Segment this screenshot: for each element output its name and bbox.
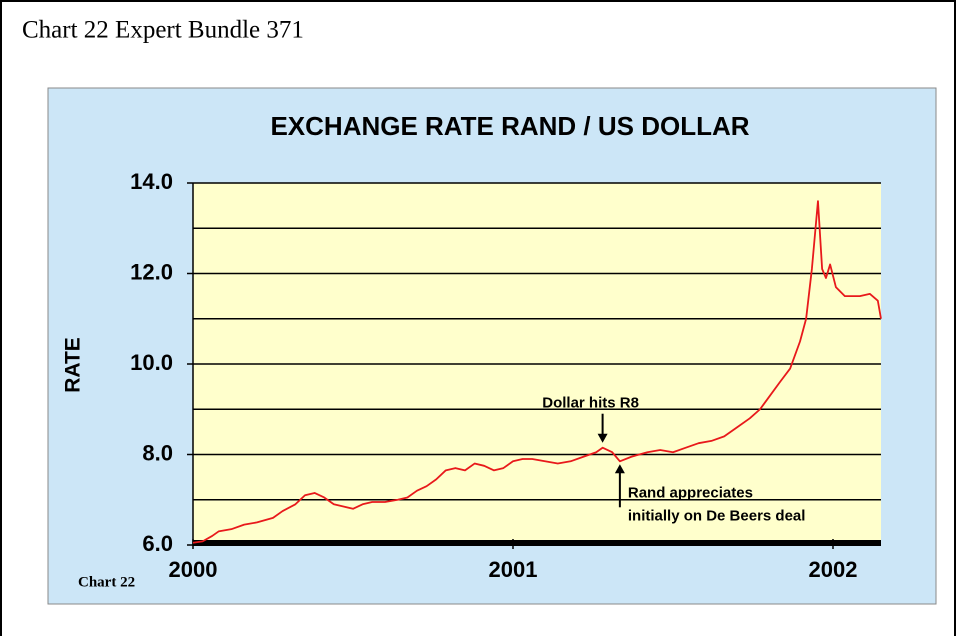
y-tick-label: 8.0 — [142, 440, 173, 465]
y-tick-label: 10.0 — [130, 350, 173, 375]
annotation: Dollar hits R8 — [542, 395, 639, 412]
data-line — [192, 200, 882, 544]
header: Chart 22 Expert Bundle 371 — [22, 17, 304, 44]
annotation: initially on De Beers deal — [628, 507, 806, 524]
y-tick-label: 14.0 — [130, 169, 173, 194]
y-tick-label: 12.0 — [130, 259, 173, 284]
footer: Chart 22 — [78, 574, 135, 590]
annotation-arrowhead — [597, 433, 608, 443]
y-tick-label: 6.0 — [142, 531, 173, 556]
plot: 6.0 8.0 10.0 12.0 14.0 2000 2001 2002 Dollar hit… — [130, 169, 882, 582]
annotation-arrowhead — [614, 464, 625, 474]
x-tick-label: 2002 — [809, 557, 858, 582]
annotation: Rand appreciates — [628, 484, 753, 501]
y-axis-label: RATE — [62, 337, 85, 393]
chart-title: EXCHANGE RATE RAND / US DOLLAR — [270, 111, 749, 141]
x-axis-band — [193, 540, 881, 546]
x-tick-label: 2000 — [169, 557, 218, 582]
x-tick-label: 2001 — [489, 557, 538, 582]
